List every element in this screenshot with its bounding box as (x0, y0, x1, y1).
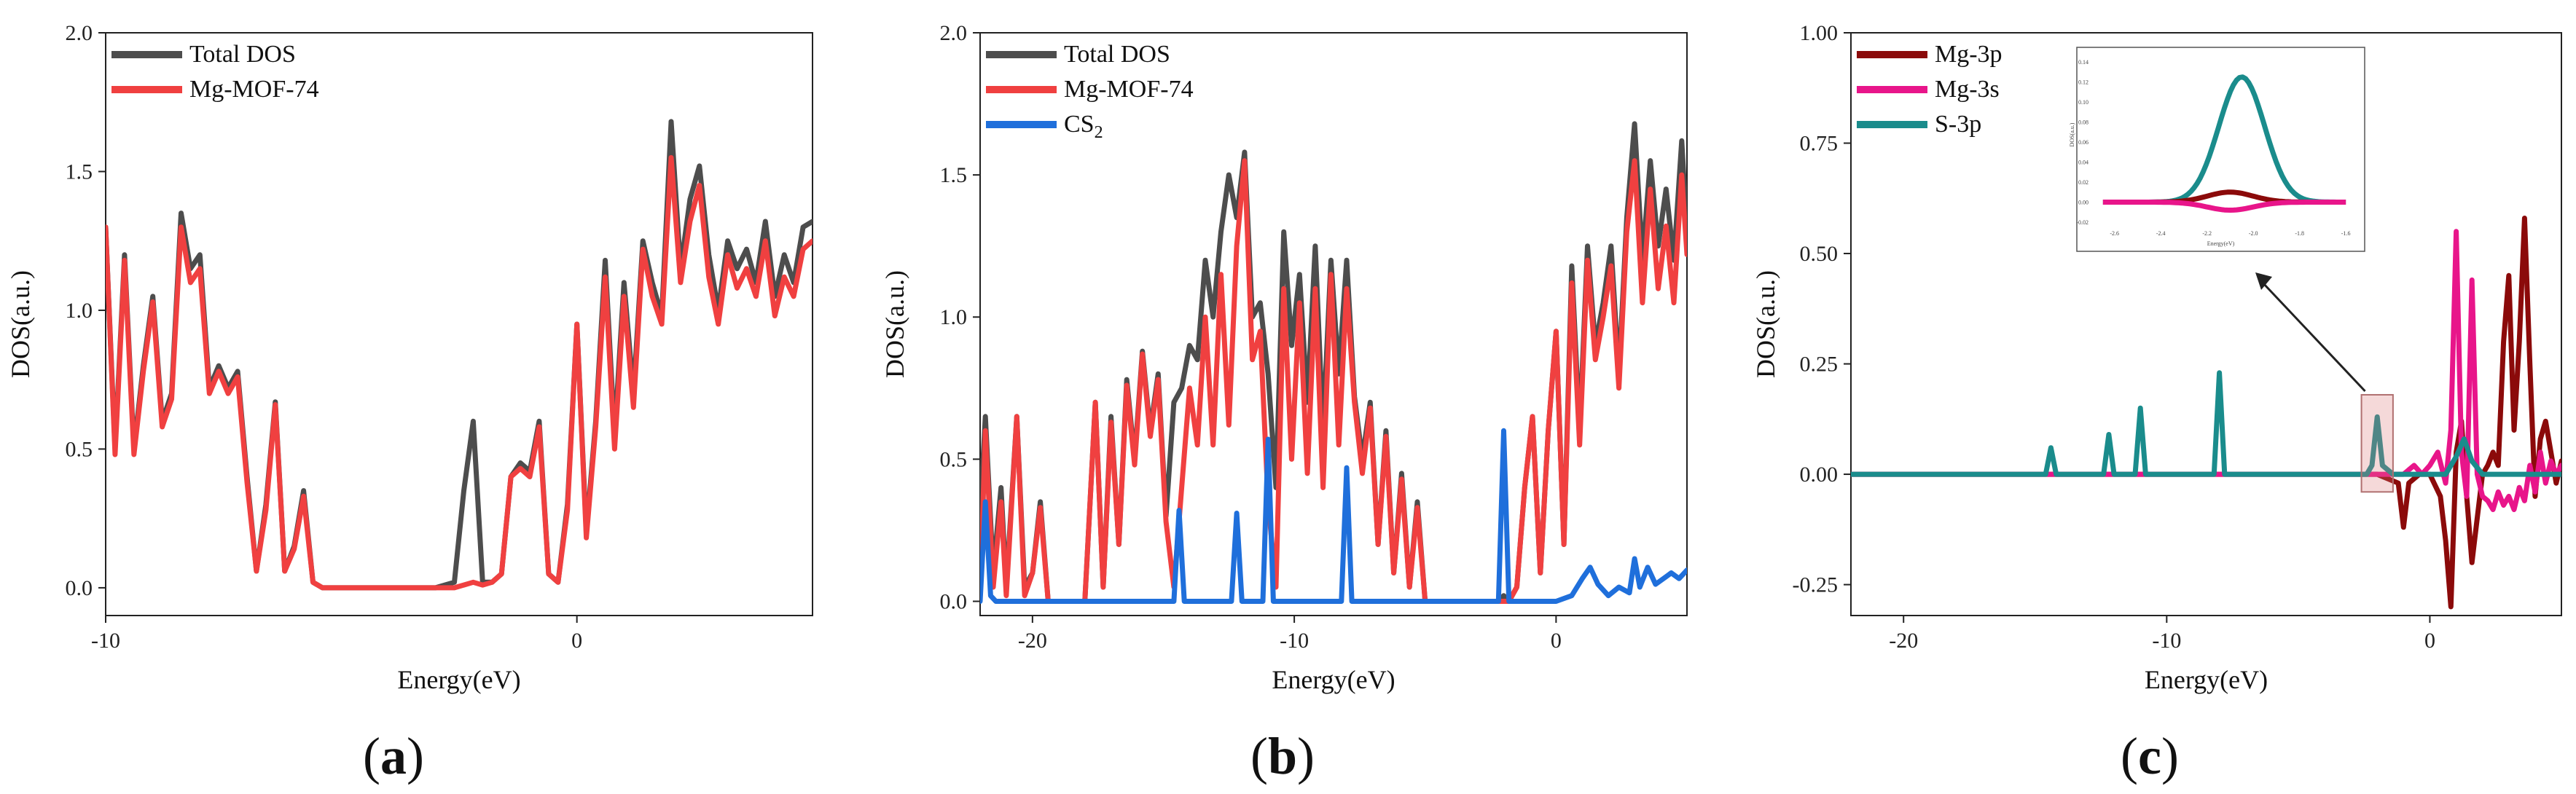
y-axis-label: DOS(a.u.) (1751, 270, 1780, 378)
series-line-cs (980, 428, 1687, 604)
y-tick-label: 2.0 (66, 21, 93, 45)
legend-entry: CS2 (1064, 111, 1103, 142)
inset-x-tick-label: -2.2 (2202, 230, 2212, 237)
legend-entry-name: Mg-MOF-74 (1064, 76, 1194, 103)
inset-x-tick-label: -1.6 (2341, 230, 2351, 237)
plot-frame (105, 32, 813, 616)
y-axis-label: DOS(a.u.) (880, 270, 909, 378)
legend-entry-name: Total DOS (189, 41, 296, 68)
y-tick-label: 1.5 (66, 160, 93, 184)
y-tick-label: 0.5 (66, 437, 93, 461)
x-tick-label: 0 (2424, 629, 2435, 653)
inset-y-tick-label: 0.10 (2078, 99, 2088, 106)
y-tick-label: 0.50 (1800, 242, 1839, 266)
y-tick-label: 1.0 (940, 305, 968, 329)
series-line-s-3p (1851, 370, 2561, 477)
series-line-mg-mof-74 (106, 154, 813, 591)
y-tick-label: -0.25 (1793, 573, 1839, 597)
y-tick-label: 0.00 (1800, 463, 1839, 487)
inset-y-tick-label: 0.00 (2078, 200, 2088, 206)
inset-y-tick-label: 0.12 (2078, 79, 2088, 86)
y-tick-label: 0.75 (1800, 132, 1839, 156)
inset-y-tick-label: 0.08 (2078, 119, 2088, 126)
panel-b: -20 -10 0 0.0 0.5 1.0 1.5 2.0 Energy(eV) DOS(a.u.… (880, 21, 1688, 785)
panel-label: (c) (2121, 727, 2179, 785)
zoom-arrow (2261, 281, 2366, 392)
legend-entry-name: CS (1064, 111, 1095, 138)
legend-entry: Mg-MOF-74 (1064, 76, 1194, 103)
panel-c: -20 -10 0 -0.25 0.00 0.25 0.50 0.75 1.00 Energy(e… (1751, 21, 2562, 785)
legend-entry-name: Total DOS (1064, 41, 1170, 68)
legend-entry: Mg-3s (1935, 76, 2000, 103)
legend-entry-name: Mg-MOF-74 (189, 76, 319, 103)
inset-x-tick-label: -2.0 (2249, 230, 2258, 237)
highlight-region (2360, 393, 2394, 493)
inset-x-tick-label: -2.6 (2110, 230, 2119, 237)
x-tick-label: 0 (1551, 629, 1562, 653)
x-tick-label: -10 (91, 629, 120, 653)
legend-entry-name: Mg-3p (1935, 41, 2003, 68)
inset-y-tick-label: 0.02 (2078, 179, 2088, 186)
inset-x-tick-label: -1.8 (2295, 230, 2304, 237)
x-axis-label: Energy(eV) (1272, 665, 1395, 694)
y-tick-label: 0.0 (940, 589, 968, 613)
inset-plot: -2.6 -2.4 -2.2 -2.0 -1.8 -1.6 -0.02 0.00 0.02 0.0… (2069, 47, 2365, 252)
legend: Total DOS Mg-MOF-74 (111, 41, 319, 103)
y-tick-label: 0.5 (940, 447, 968, 471)
plot-frame (1850, 32, 2562, 616)
arrow-head-icon (2255, 272, 2272, 290)
x-tick-label: -10 (2152, 629, 2181, 653)
y-tick-label: 0.0 (66, 576, 93, 600)
series-line-mg-mof-74 (980, 158, 1687, 604)
inset-y-tick-label: 0.04 (2078, 160, 2088, 166)
inset-y-axis-label: DOS(a.u.) (2069, 122, 2075, 146)
inset-x-tick-label: -2.4 (2156, 230, 2166, 237)
inset-y-tick-label: 0.14 (2078, 59, 2088, 66)
legend-entry: Total DOS (1064, 41, 1170, 68)
y-tick-label: 1.0 (66, 299, 93, 323)
y-tick-label: 1.00 (1800, 21, 1839, 45)
inset-y-tick-label: 0.06 (2078, 139, 2088, 146)
legend-entry: Total DOS (189, 41, 296, 68)
plot-frame (979, 32, 1688, 616)
inset-frame (2076, 47, 2365, 252)
x-tick-label: -10 (1280, 629, 1309, 653)
x-tick-label: 0 (571, 629, 582, 653)
x-tick-label: -20 (1889, 629, 1918, 653)
inset-x-axis-label: Energy(eV) (2207, 240, 2235, 247)
legend: Total DOS Mg-MOF-74 CS2 (986, 41, 1194, 142)
legend-entry-name: Mg-3s (1935, 76, 2000, 103)
panel-label: (b) (1250, 727, 1315, 785)
x-axis-label: Energy(eV) (397, 665, 520, 694)
x-axis-label: Energy(eV) (2145, 665, 2268, 694)
y-tick-label: 1.5 (940, 163, 968, 187)
series-line-total-dos (106, 119, 813, 591)
legend-entry-subscript: 2 (1095, 123, 1103, 142)
legend: Mg-3p Mg-3s S-3p (1857, 41, 2003, 138)
legend-entry: Mg-3p (1935, 41, 2003, 68)
y-tick-label: 0.25 (1800, 353, 1839, 377)
legend-entry-name: S-3p (1935, 111, 1981, 138)
legend-entry: Mg-MOF-74 (189, 76, 319, 103)
legend-entry: S-3p (1935, 111, 1981, 138)
y-axis-label: DOS(a.u.) (6, 270, 35, 378)
x-tick-label: -20 (1018, 629, 1047, 653)
panel-label: (a) (363, 727, 424, 785)
inset-curve-mg-3s (2102, 200, 2346, 213)
y-tick-label: 2.0 (940, 21, 968, 45)
inset-y-tick-label: -0.02 (2076, 219, 2088, 226)
panel-a: -10 0 0.0 0.5 1.0 1.5 2.0 Energy(eV) DOS(a.u.) To… (6, 21, 813, 785)
